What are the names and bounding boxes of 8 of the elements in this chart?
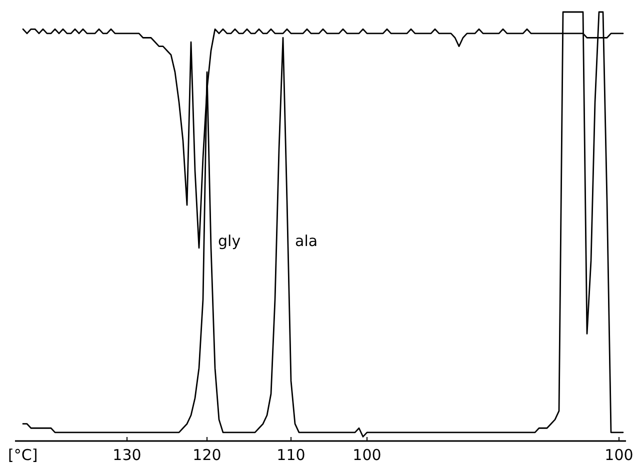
x-tick-label: 100 <box>604 446 634 464</box>
x-axis-title: [°C] <box>8 446 38 464</box>
x-tick-label: 130 <box>112 446 142 464</box>
annotation: ala <box>295 232 318 250</box>
x-tick-label: 120 <box>192 446 222 464</box>
annotation: gly <box>218 232 241 250</box>
x-tick-label: 100 <box>352 446 382 464</box>
x-tick-label: 110 <box>276 446 306 464</box>
